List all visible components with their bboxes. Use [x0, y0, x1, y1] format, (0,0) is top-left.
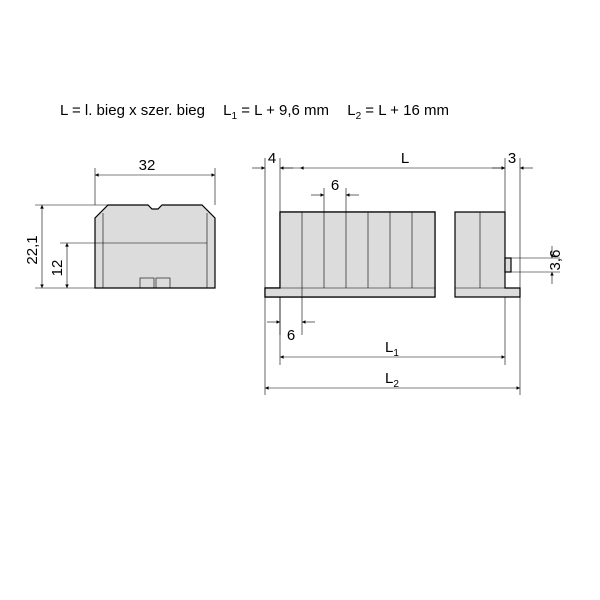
dim-L1: L	[385, 339, 393, 356]
formula-L2: L	[347, 102, 355, 119]
formula-L-def: = l. bieg x szer. bieg	[68, 102, 205, 119]
svg-text:L1: L1	[385, 339, 399, 359]
dim-L2: L	[385, 370, 393, 387]
technical-drawing: L = l. bieg x szer. bieg L1 = L + 9,6 mm…	[0, 0, 600, 600]
formula-L2-def: = L + 16 mm	[361, 102, 449, 119]
formula-line: L = l. bieg x szer. bieg L1 = L + 9,6 mm…	[60, 102, 449, 122]
formula-L1-def: = L + 9,6 mm	[237, 102, 329, 119]
formula-L1: L	[223, 102, 231, 119]
dim-side-width: 32	[139, 157, 156, 174]
svg-text:L = l. bieg x szer. bieg: L = l. bieg x szer. bieg L1 = L + 9,6 mm…	[60, 102, 449, 122]
dim-L: L	[401, 150, 409, 167]
dim-L1-sub: 1	[393, 348, 399, 359]
dim-L2-sub: 2	[393, 379, 399, 390]
formula-L: L	[60, 102, 68, 119]
dim-side-h-inner: 12	[49, 260, 66, 277]
front-view: 4 6 L 3 3,6 6	[252, 150, 564, 395]
svg-text:L2: L2	[385, 370, 399, 390]
dim-tab-h: 3,6	[547, 250, 564, 271]
dim-side-h-outer: 22,1	[24, 235, 41, 264]
dim-flange-right: 3	[508, 150, 516, 167]
dim-slot: 6	[331, 177, 339, 194]
dim-bottom-flange: 6	[287, 327, 295, 344]
side-view: 32 22,1 12	[24, 157, 215, 288]
dim-flange-left: 4	[268, 150, 276, 167]
